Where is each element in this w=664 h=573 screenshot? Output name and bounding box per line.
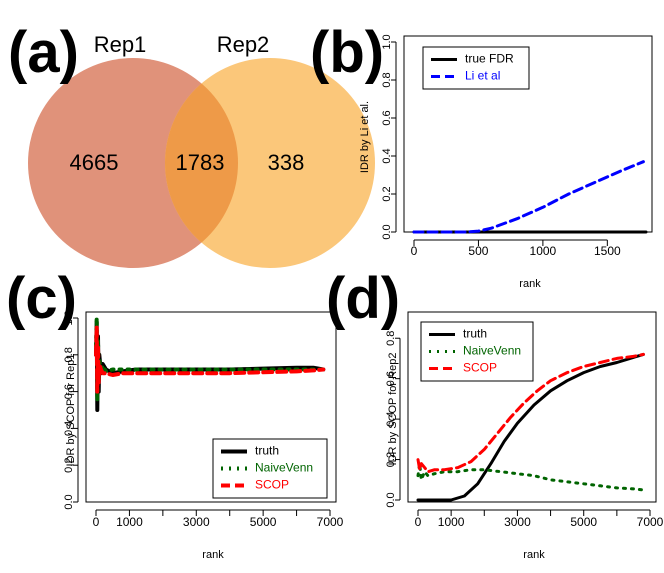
plot-frame xyxy=(85,311,337,503)
plot-b: 0 500 1000 1500 0.0 0.2 0.4 0.6 0.8 1.0 rank IDR by… xyxy=(359,34,653,290)
y-tick-label: 0.6 xyxy=(385,371,397,386)
plot-c: 0 1000 3000 5000 7000 0.0 0.2 0.4 0.6 0.8 1.0 rank I… xyxy=(63,310,344,561)
y-tick-label: 0.6 xyxy=(63,384,75,399)
legend-label: NaiveVenn xyxy=(463,344,521,358)
x-tick-label: 7000 xyxy=(637,515,664,529)
y-tick-label: 0.0 xyxy=(381,224,393,239)
y-tick-label: 0.4 xyxy=(385,411,397,426)
legend: truth NaiveVenn SCOP xyxy=(212,438,328,499)
panel-letter-d: (d) xyxy=(326,266,400,331)
venn-label-rep1: Rep1 xyxy=(94,32,147,57)
series-line-scop xyxy=(94,325,326,394)
legend-label: Li et al xyxy=(465,69,500,83)
series-line-truth xyxy=(416,352,645,502)
legend: truth NaiveVenn SCOP xyxy=(420,321,534,382)
venn-intersection xyxy=(165,58,238,268)
venn-panel: Rep1 Rep2 4665 1783 338 (a) xyxy=(8,20,375,268)
y-tick-label: 0.0 xyxy=(63,494,75,509)
y-tick-label: 1.0 xyxy=(63,310,75,325)
legend-box xyxy=(212,438,328,499)
plot-frame xyxy=(407,311,657,503)
legend-box xyxy=(422,46,530,90)
legend: true FDR Li et al xyxy=(422,46,530,90)
x-tick-label: 0 xyxy=(415,515,422,529)
y-tick-label: 0.8 xyxy=(63,347,75,362)
x-tick-label: 1000 xyxy=(116,515,143,529)
y-tick-label: 0.8 xyxy=(385,331,397,346)
x-tick-label: 0 xyxy=(93,515,100,529)
x-tick-label: 5000 xyxy=(250,515,277,529)
legend-label: true FDR xyxy=(465,52,514,66)
venn-count-rep1-only: 4665 xyxy=(70,150,119,175)
series-line-naivevenn xyxy=(94,316,326,403)
series-line-truth xyxy=(94,319,326,412)
x-tick-label: 1500 xyxy=(594,244,621,258)
venn-count-rep2-only: 338 xyxy=(268,150,305,175)
x-tick-label: 500 xyxy=(468,244,488,258)
legend-label: truth xyxy=(463,327,487,341)
panel-letter-c: (c) xyxy=(6,266,77,331)
panel-letter-a: (a) xyxy=(8,20,79,85)
x-tick-label: 1000 xyxy=(530,244,557,258)
series-line-li-et-al xyxy=(412,160,645,234)
legend-label: NaiveVenn xyxy=(255,461,313,475)
y-tick-label: 0.4 xyxy=(63,421,75,436)
y-tick-label: 0.0 xyxy=(385,492,397,507)
x-tick-label: 5000 xyxy=(570,515,597,529)
y-tick-label: 0.8 xyxy=(381,72,393,87)
y-tick-label: 0.4 xyxy=(381,148,393,163)
x-tick-label: 0 xyxy=(411,244,418,258)
venn-count-intersection: 1783 xyxy=(176,150,225,175)
legend-label: truth xyxy=(255,444,279,458)
series-line-scop xyxy=(416,352,645,474)
x-tick-label: 3000 xyxy=(183,515,210,529)
y-tick-label: 0.6 xyxy=(381,110,393,125)
legend-label: SCOP xyxy=(255,478,289,492)
x-axis-title: rank xyxy=(202,549,224,561)
x-axis-title: rank xyxy=(523,549,545,561)
legend-box xyxy=(420,321,534,382)
y-tick-label: 0.2 xyxy=(63,458,75,473)
venn-label-rep2: Rep2 xyxy=(217,32,270,57)
legend-label: SCOP xyxy=(463,361,497,375)
y-axis-title: IDR by SCOP for Rep1 xyxy=(65,354,77,467)
x-tick-label: 1000 xyxy=(438,515,465,529)
y-tick-label: 0.2 xyxy=(381,186,393,201)
panel-letter-b: (b) xyxy=(310,20,384,85)
y-axis-title: IDR by SCOP for Rep2 xyxy=(387,353,399,466)
y-tick-label: 1.0 xyxy=(381,34,393,49)
plot-d: 0 1000 3000 5000 7000 0.0 0.2 0.4 0.6 0.8 rank IDR … xyxy=(385,311,664,561)
x-tick-label: 3000 xyxy=(504,515,531,529)
x-axis-title: rank xyxy=(519,278,541,290)
x-tick-label: 7000 xyxy=(317,515,344,529)
y-tick-label: 0.2 xyxy=(385,452,397,467)
y-axis-title: IDR by Li et al. xyxy=(359,101,371,173)
